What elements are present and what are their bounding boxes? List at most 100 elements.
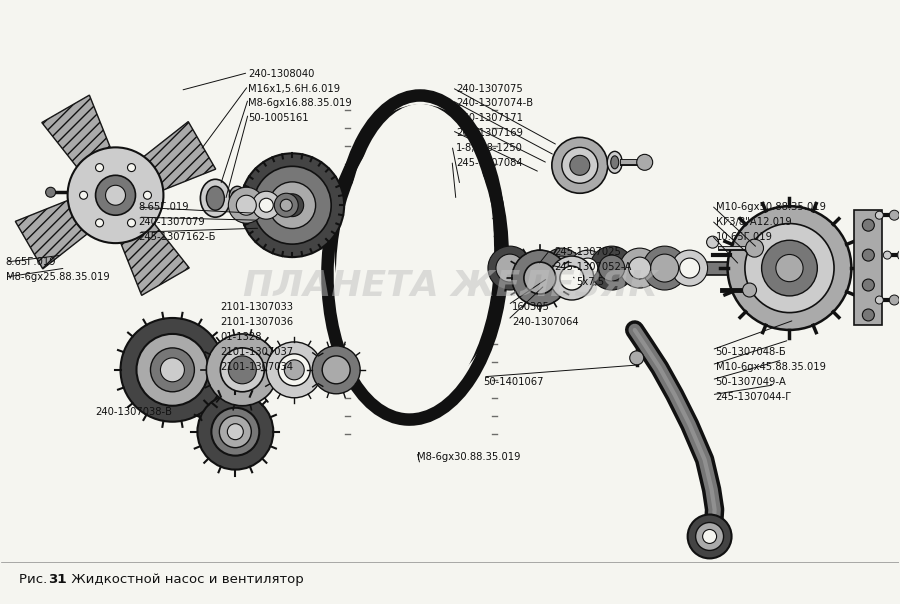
Text: 245-1307044-Г: 245-1307044-Г <box>716 392 792 402</box>
Text: М10-6gx45.88.35.019: М10-6gx45.88.35.019 <box>716 362 825 372</box>
Circle shape <box>137 334 209 406</box>
Circle shape <box>269 182 316 228</box>
Circle shape <box>862 249 874 261</box>
Text: 245-1307052-А: 245-1307052-А <box>554 262 631 272</box>
Circle shape <box>883 251 891 259</box>
Circle shape <box>95 175 136 215</box>
Text: 50-1307049-А: 50-1307049-А <box>716 377 787 387</box>
Circle shape <box>643 246 687 290</box>
Circle shape <box>862 309 874 321</box>
Circle shape <box>570 155 590 175</box>
Circle shape <box>889 295 899 305</box>
Text: 160305: 160305 <box>512 302 550 312</box>
Circle shape <box>552 137 608 193</box>
Circle shape <box>281 194 303 217</box>
Circle shape <box>862 279 874 291</box>
Circle shape <box>279 192 305 218</box>
Circle shape <box>706 236 718 248</box>
Circle shape <box>897 250 900 260</box>
Text: 2101-1307036: 2101-1307036 <box>220 317 293 327</box>
Ellipse shape <box>348 104 491 376</box>
Text: 01-1328: 01-1328 <box>220 332 262 342</box>
Circle shape <box>512 250 568 306</box>
Circle shape <box>862 219 874 231</box>
Text: М8-6gx25.88.35.019: М8-6gx25.88.35.019 <box>5 272 110 282</box>
Circle shape <box>197 394 274 470</box>
Ellipse shape <box>206 186 224 210</box>
Text: 50-1005161: 50-1005161 <box>248 114 309 123</box>
Text: 240-1307038-В: 240-1307038-В <box>95 406 173 417</box>
Circle shape <box>128 219 136 227</box>
Text: 50-1401067: 50-1401067 <box>483 377 544 387</box>
Circle shape <box>212 408 259 455</box>
Text: М8-6gx30.88.35.019: М8-6gx30.88.35.019 <box>417 452 520 461</box>
Bar <box>500 262 740 275</box>
Circle shape <box>688 515 732 559</box>
Text: 50-1307048-Б: 50-1307048-Б <box>716 347 787 357</box>
Text: Рис.: Рис. <box>19 573 51 586</box>
Circle shape <box>46 187 56 198</box>
Circle shape <box>562 147 598 183</box>
Circle shape <box>322 356 350 384</box>
Circle shape <box>237 195 256 215</box>
Text: 8.65Г.019: 8.65Г.019 <box>5 257 57 267</box>
Circle shape <box>629 257 651 279</box>
Circle shape <box>266 179 319 231</box>
Circle shape <box>488 246 532 290</box>
Text: 10.65Г.019: 10.65Г.019 <box>716 232 772 242</box>
Circle shape <box>696 522 724 550</box>
Circle shape <box>95 164 104 172</box>
Polygon shape <box>41 95 125 198</box>
Circle shape <box>274 193 298 217</box>
Circle shape <box>620 248 660 288</box>
Text: 2101-1307037: 2101-1307037 <box>220 347 293 357</box>
Circle shape <box>745 239 763 257</box>
Ellipse shape <box>336 119 494 411</box>
Circle shape <box>220 348 265 392</box>
Circle shape <box>228 424 243 440</box>
Polygon shape <box>106 193 189 295</box>
Circle shape <box>876 296 883 304</box>
Text: . Жидкостной насос и вентилятор: . Жидкостной насос и вентилятор <box>63 573 303 586</box>
Text: 260-1307169: 260-1307169 <box>456 129 523 138</box>
Circle shape <box>703 530 716 544</box>
Text: 240-1307074-В: 240-1307074-В <box>456 98 533 109</box>
Circle shape <box>229 356 256 384</box>
Text: 2101-1307034: 2101-1307034 <box>220 362 293 372</box>
Text: 8.65Г.019: 8.65Г.019 <box>139 202 189 212</box>
Circle shape <box>284 360 304 380</box>
Circle shape <box>776 254 803 281</box>
Circle shape <box>105 185 125 205</box>
Text: 5х7,5: 5х7,5 <box>576 277 604 287</box>
Polygon shape <box>113 121 216 205</box>
Circle shape <box>671 250 707 286</box>
Circle shape <box>560 266 584 290</box>
Ellipse shape <box>230 186 246 206</box>
Bar <box>854 210 882 325</box>
Text: М10-6gx50.88.35.019: М10-6gx50.88.35.019 <box>716 202 825 212</box>
Circle shape <box>550 256 594 300</box>
Circle shape <box>745 223 834 313</box>
Text: ПЛАНЕТА ЖЕЛЕЗЯК: ПЛАНЕТА ЖЕЛЕЗЯК <box>243 268 657 302</box>
Circle shape <box>496 254 524 282</box>
Ellipse shape <box>611 156 618 169</box>
Circle shape <box>598 255 625 281</box>
Text: 260-1307171: 260-1307171 <box>456 114 523 123</box>
Text: 240-1307079: 240-1307079 <box>139 217 205 227</box>
Circle shape <box>266 342 322 398</box>
Circle shape <box>542 248 581 288</box>
Circle shape <box>68 147 164 243</box>
Circle shape <box>742 283 757 297</box>
Circle shape <box>121 318 224 422</box>
Circle shape <box>312 346 360 394</box>
Text: 245-1307084: 245-1307084 <box>456 158 523 169</box>
Circle shape <box>79 191 87 199</box>
Circle shape <box>578 258 598 278</box>
Circle shape <box>229 187 265 223</box>
Ellipse shape <box>608 152 622 173</box>
Text: 240-1307075: 240-1307075 <box>456 83 523 94</box>
Circle shape <box>231 190 243 202</box>
Circle shape <box>259 198 274 212</box>
Circle shape <box>252 191 280 219</box>
Circle shape <box>590 246 634 290</box>
